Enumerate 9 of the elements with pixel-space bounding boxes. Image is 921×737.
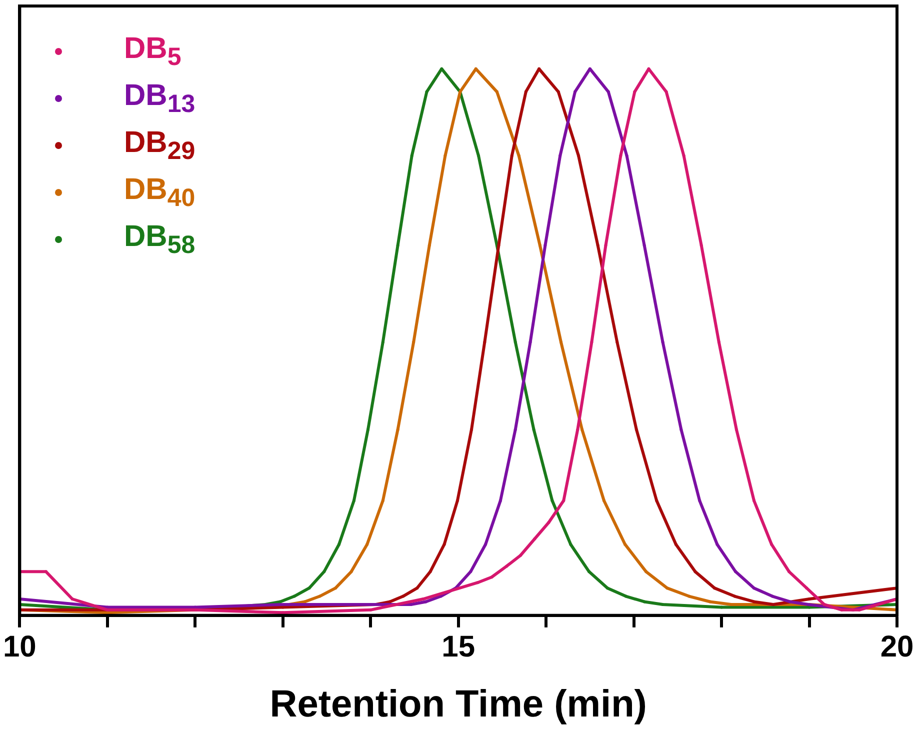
x-tick-label: 15 <box>442 630 476 664</box>
legend-label: DB$_{29}$ <box>124 126 196 166</box>
legend-label: DB$_{58}$ <box>124 220 196 260</box>
legend-label: DB$_{5}$ <box>124 32 182 72</box>
legend-label: DB$_{40}$ <box>124 172 196 212</box>
x-tick-label: 10 <box>2 630 36 664</box>
legend-label: DB$_{13}$ <box>124 78 196 118</box>
x-axis-title: Retention Time (min) <box>270 684 647 726</box>
x-tick-label: 20 <box>880 630 914 664</box>
